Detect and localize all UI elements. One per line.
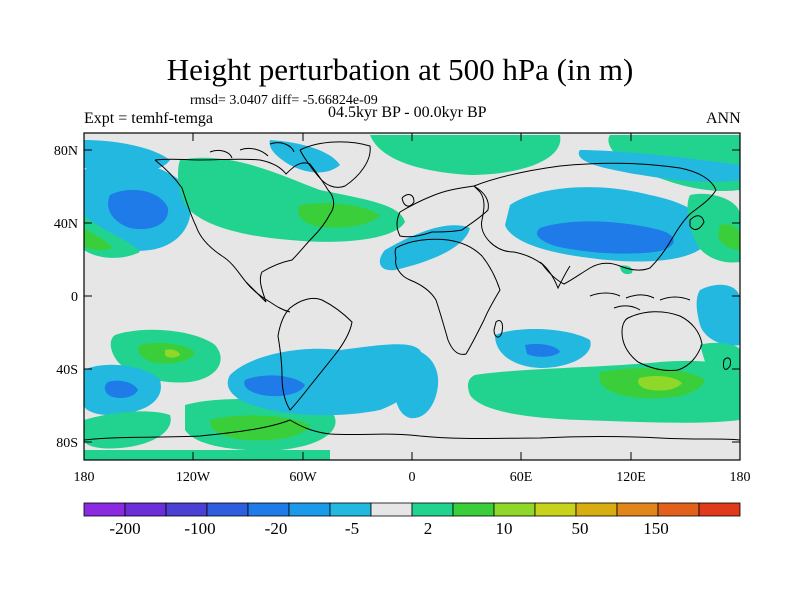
contour-sindian-blue-inner xyxy=(525,343,560,357)
coastline-north-america xyxy=(154,158,335,303)
lon-labels: 180 120W 60W 0 60E 120E 180 xyxy=(74,470,751,485)
coastlines xyxy=(84,141,740,441)
contour-spac-yellow xyxy=(165,349,180,358)
lon-label: 120W xyxy=(176,470,211,485)
coastline-africa xyxy=(394,238,501,355)
colorbar-labels: -200 -100 -20 -5 2 10 50 150 xyxy=(109,519,668,538)
colorbar-label: -200 xyxy=(109,519,140,538)
colorbar-label: 150 xyxy=(643,519,669,538)
colorbar-label: 2 xyxy=(424,519,433,538)
coastline-madagascar xyxy=(493,319,503,338)
colorbar-label: 10 xyxy=(496,519,513,538)
contour-npac-low-inner xyxy=(108,189,169,230)
coastline-greenland xyxy=(299,141,371,188)
lon-label: 180 xyxy=(730,470,751,485)
contour-se-green-right xyxy=(700,342,740,380)
coastline-india xyxy=(539,261,571,290)
stats-text: rmsd= 3.0407 diff= -5.66824e-09 xyxy=(190,93,378,108)
coastline-australia xyxy=(621,311,703,371)
colorbar xyxy=(83,502,741,517)
colorbar-swatch xyxy=(370,502,413,517)
colorbar-swatch xyxy=(329,502,372,517)
lat-label: 80N xyxy=(54,144,78,159)
coastline-new-zealand xyxy=(723,357,731,370)
contour-south-green-left xyxy=(84,411,171,449)
coastline-asia xyxy=(473,162,717,285)
contour-fields xyxy=(84,135,740,460)
lon-label: 180 xyxy=(74,470,95,485)
coastline-europe xyxy=(396,185,489,238)
contour-antarctic-green-left xyxy=(84,450,330,460)
colorbar-swatch xyxy=(452,502,495,517)
lat-ticks xyxy=(84,149,740,443)
lon-ticks xyxy=(83,133,741,460)
contour-arctic-blue-left xyxy=(84,140,170,173)
lon-label: 120E xyxy=(616,470,646,485)
contour-wpac-green2 xyxy=(84,228,112,251)
lat-label: 80S xyxy=(56,436,78,451)
contour-samerica-blue-tail xyxy=(393,349,439,419)
lon-label: 60W xyxy=(289,470,317,485)
colorbar-swatch xyxy=(534,502,577,517)
experiment-label: Expt = temhf-temga xyxy=(84,110,213,127)
contour-spac-blue-right xyxy=(696,284,740,346)
colorbar-swatch xyxy=(124,502,167,517)
contour-natl-blue xyxy=(379,225,470,271)
colorbar-label: -100 xyxy=(184,519,215,538)
coastline-arctic-islands xyxy=(209,142,295,159)
colorbar-swatch xyxy=(698,502,741,517)
contour-samerica-blue-inner xyxy=(244,375,305,397)
colorbar-swatch xyxy=(493,502,536,517)
colorbar-swatch xyxy=(247,502,290,517)
coastline-uk xyxy=(401,194,415,207)
contour-nepac-green-inner xyxy=(718,224,740,250)
colorbar-label: 50 xyxy=(572,519,589,538)
contour-arctic-blue-left2 xyxy=(269,140,340,173)
colorbar-swatch xyxy=(206,502,249,517)
contour-sindian-yellow xyxy=(638,375,682,391)
coastline-antarctica xyxy=(84,419,740,441)
lon-label: 60E xyxy=(510,470,533,485)
colorbar-swatch xyxy=(165,502,208,517)
lat-label: 40S xyxy=(56,363,78,378)
lat-label: 0 xyxy=(71,290,78,305)
contour-samerica-blue xyxy=(227,344,424,416)
colorbar-label: -5 xyxy=(345,519,359,538)
colorbar-swatch xyxy=(657,502,700,517)
colorbar-swatch xyxy=(616,502,659,517)
contour-eurasia-blue-inner xyxy=(536,221,674,254)
lat-labels: 80N 40N 0 40S 80S xyxy=(54,144,78,451)
colorbar-label: -20 xyxy=(265,519,288,538)
season-label: ANN xyxy=(706,110,741,127)
colorbar-swatch xyxy=(575,502,618,517)
period-label: 04.5kyr BP - 00.0kyr BP xyxy=(328,104,487,121)
lat-label: 40N xyxy=(54,217,78,232)
coastline-central-america xyxy=(245,281,291,313)
colorbar-swatch xyxy=(288,502,331,517)
coastline-japan xyxy=(689,215,705,230)
contour-spac-blue-inner xyxy=(104,380,138,398)
lon-label: 0 xyxy=(409,470,416,485)
figure-title: Height perturbation at 500 hPa (in m) xyxy=(166,52,634,87)
contour-arctic-green-top xyxy=(370,135,561,175)
colorbar-swatch xyxy=(83,502,126,517)
colorbar-swatch xyxy=(411,502,454,517)
coastline-indonesia xyxy=(589,292,691,311)
contour-canada-green-inner xyxy=(298,203,380,228)
coastline-south-america xyxy=(277,297,353,411)
